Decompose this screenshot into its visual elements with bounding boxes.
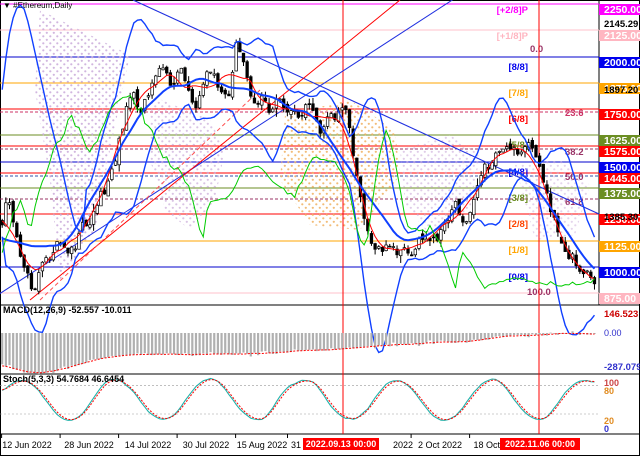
svg-text:0.00: 0.00 xyxy=(604,328,622,338)
svg-text:[+1/8]P: [+1/8]P xyxy=(497,31,529,42)
svg-text:2022.11.06 00:00: 2022.11.06 00:00 xyxy=(505,439,575,449)
svg-text:31: 31 xyxy=(291,440,301,450)
svg-text:1897.20: 1897.20 xyxy=(604,85,638,96)
svg-text:[8/8]: [8/8] xyxy=(508,62,528,73)
svg-text:14 Jul 2022: 14 Jul 2022 xyxy=(125,440,172,450)
svg-text:2125.00: 2125.00 xyxy=(604,30,640,42)
svg-text:[+2/8]P: [+2/8]P xyxy=(497,5,529,16)
svg-text:30 Jul 2022: 30 Jul 2022 xyxy=(183,440,230,450)
svg-text:12 Jun 2022: 12 Jun 2022 xyxy=(2,440,52,450)
svg-text:1445.00: 1445.00 xyxy=(604,173,640,185)
svg-text:23.6: 23.6 xyxy=(565,108,584,119)
svg-text:2 Oct 2022: 2 Oct 2022 xyxy=(418,440,462,450)
svg-text:2145.29: 2145.29 xyxy=(604,19,638,30)
svg-text:▼ #Ethereum,Daily: ▼ #Ethereum,Daily xyxy=(3,1,72,10)
svg-text:[7/8]: [7/8] xyxy=(508,88,528,99)
svg-text:1000.00: 1000.00 xyxy=(604,267,640,279)
svg-text:[0/8]: [0/8] xyxy=(508,272,528,283)
svg-text:875.00: 875.00 xyxy=(604,293,636,305)
svg-text:1125.00: 1125.00 xyxy=(604,241,640,253)
svg-text:-287.079: -287.079 xyxy=(604,362,640,373)
svg-text:1385.30: 1385.30 xyxy=(604,212,638,223)
svg-text:2000.00: 2000.00 xyxy=(604,57,640,69)
svg-text:2250.00: 2250.00 xyxy=(604,4,640,16)
svg-text:MACD(12,26,9) -52.557 -10.011: MACD(12,26,9) -52.557 -10.011 xyxy=(3,305,132,315)
svg-text:146.523: 146.523 xyxy=(604,309,638,320)
svg-text:1750.00: 1750.00 xyxy=(604,109,640,121)
svg-text:28 Jun 2022: 28 Jun 2022 xyxy=(64,440,114,450)
svg-text:[1/8]: [1/8] xyxy=(508,245,528,256)
svg-text:0.0: 0.0 xyxy=(530,44,543,55)
svg-text:2022: 2022 xyxy=(393,440,413,450)
svg-text:15 Aug 2022: 15 Aug 2022 xyxy=(237,440,288,450)
svg-text:0: 0 xyxy=(604,424,609,434)
svg-text:[6/8]: [6/8] xyxy=(508,114,528,125)
svg-text:[2/8]: [2/8] xyxy=(508,219,528,230)
svg-text:80: 80 xyxy=(604,386,614,396)
svg-text:1575.00: 1575.00 xyxy=(604,146,640,158)
svg-text:2022.09.13 00:00: 2022.09.13 00:00 xyxy=(306,439,377,449)
svg-text:Stoch(5,3,3) 54.7684 46.6454: Stoch(5,3,3) 54.7684 46.6454 xyxy=(3,374,124,384)
svg-text:1375.00: 1375.00 xyxy=(604,188,640,200)
